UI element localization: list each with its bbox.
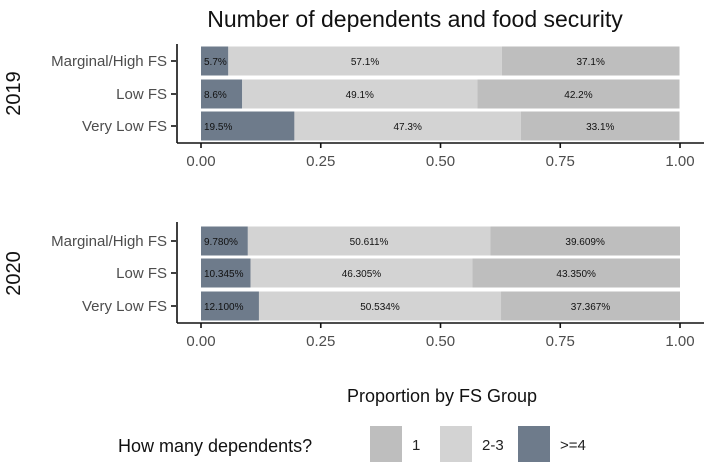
- legend-swatch-1: [370, 426, 402, 462]
- x-tick-label: 0.75: [546, 153, 575, 170]
- data-label: 37.1%: [576, 57, 604, 68]
- bar-segment-2019-low-fs-1: [477, 79, 680, 109]
- data-label: 42.2%: [564, 90, 592, 101]
- bar-segment-2019-marginal-high-fs-1: [501, 46, 680, 76]
- x-axis-title: Proportion by FS Group: [347, 386, 537, 406]
- data-label: 5.7%: [204, 57, 227, 68]
- category-label-marginal-high-fs: Marginal/High FS: [51, 53, 167, 70]
- data-label: 50.611%: [350, 237, 389, 248]
- x-tick-label: 1.00: [665, 333, 694, 350]
- legend-title: How many dependents?: [118, 436, 312, 456]
- legend-label-ge4: >=4: [560, 437, 586, 454]
- legend-swatch-ge4: [518, 426, 550, 462]
- legend-label-1: 1: [412, 437, 420, 454]
- bar-segment-2020-marginal-high-fs-2-3: [247, 226, 491, 256]
- chart-title: Number of dependents and food security: [207, 6, 623, 32]
- data-label: 50.534%: [360, 302, 400, 313]
- bar-segment-2020-very-low-fs-2-3: [258, 291, 502, 321]
- bar-segment-2020-low-fs-1: [472, 258, 680, 288]
- facet-2019: 2019 Marginal/High FS Low FS Very Low FS 5.7…: [3, 44, 704, 170]
- data-label: 43.350%: [556, 269, 596, 280]
- bar-segment-2019-very-low-fs-1: [520, 111, 680, 141]
- bar-segment-2019-very-low-fs-2-3: [294, 111, 521, 141]
- x-tick-label: 0.00: [186, 333, 215, 350]
- data-label: 12.100%: [204, 302, 244, 313]
- x-tick-label: 0.00: [186, 153, 215, 170]
- legend-label-2-3: 2-3: [482, 437, 504, 454]
- category-label-marginal-high-fs: Marginal/High FS: [51, 233, 167, 250]
- category-label-very-low-fs: Very Low FS: [82, 118, 167, 135]
- x-tick-label: 0.25: [306, 153, 335, 170]
- data-label: 9.780%: [204, 237, 238, 248]
- category-label-low-fs: Low FS: [116, 86, 167, 103]
- bar-segment-2020-marginal-high-fs-ge4: [201, 226, 248, 256]
- bar-segment-2019-low-fs-ge4: [201, 79, 243, 109]
- data-label: 49.1%: [346, 90, 374, 101]
- data-label: 46.305%: [342, 269, 382, 280]
- bar-segment-2019-marginal-high-fs-ge4: [201, 46, 229, 76]
- bar-segment-2020-low-fs-ge4: [201, 258, 251, 288]
- data-label: 47.3%: [394, 122, 422, 133]
- x-tick-label: 0.50: [426, 333, 455, 350]
- category-label-low-fs: Low FS: [116, 265, 167, 282]
- bar-segment-2020-very-low-fs-ge4: [201, 291, 259, 321]
- bar-segment-2020-very-low-fs-1: [501, 291, 681, 321]
- data-label: 33.1%: [586, 122, 614, 133]
- data-label: 10.345%: [204, 269, 244, 280]
- x-tick-label: 0.75: [546, 333, 575, 350]
- legend-swatch-2-3: [440, 426, 472, 462]
- data-label: 37.367%: [571, 302, 611, 313]
- bar-segment-2020-low-fs-2-3: [250, 258, 473, 288]
- facet-label: 2019: [3, 71, 25, 116]
- x-tick-label: 0.50: [426, 153, 455, 170]
- bar-segment-2019-marginal-high-fs-2-3: [228, 46, 502, 76]
- category-label-very-low-fs: Very Low FS: [82, 298, 167, 315]
- data-label: 39.609%: [565, 237, 605, 248]
- x-tick-label: 0.25: [306, 333, 335, 350]
- data-label: 19.5%: [204, 122, 232, 133]
- bar-segment-2020-marginal-high-fs-1: [490, 226, 680, 256]
- facet-2020: 2020 Marginal/High FS Low FS Very Low FS 9.7…: [3, 222, 704, 350]
- bar-segment-2019-low-fs-2-3: [242, 79, 478, 109]
- data-label: 57.1%: [351, 57, 379, 68]
- bar-segment-2019-very-low-fs-ge4: [201, 111, 295, 141]
- x-tick-label: 1.00: [665, 153, 694, 170]
- facet-label: 2020: [3, 251, 25, 296]
- data-label: 8.6%: [204, 90, 227, 101]
